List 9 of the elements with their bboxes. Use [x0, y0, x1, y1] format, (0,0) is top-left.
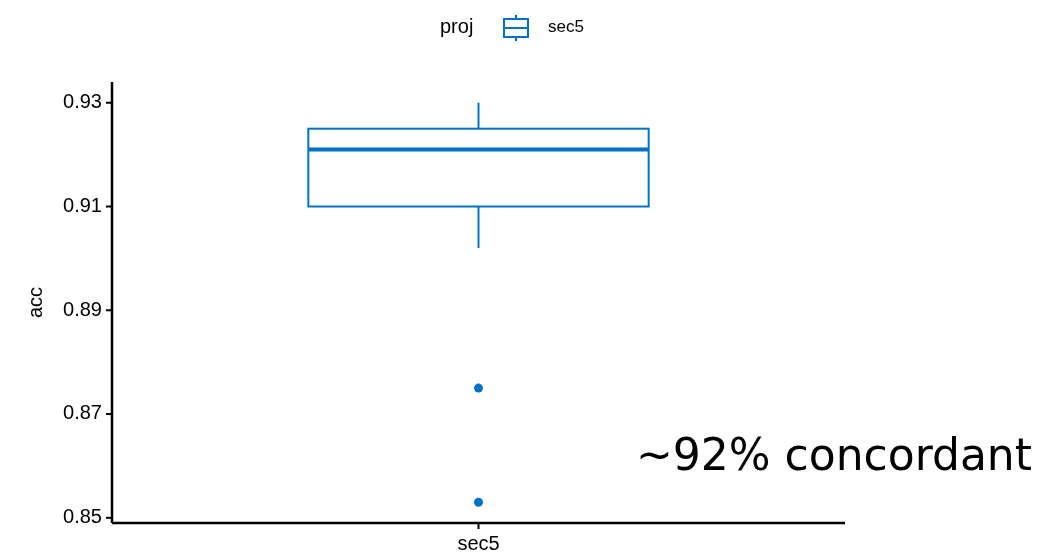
annotation: ~92% concordant: [635, 429, 1032, 480]
y-tick-label: 0.91: [63, 193, 102, 216]
y-axis-title: acc: [24, 286, 46, 319]
y-tick-label: 0.89: [63, 297, 102, 320]
legend-title: proj: [440, 15, 474, 38]
y-tick-label: 0.87: [63, 401, 102, 424]
legend-label: sec5: [548, 17, 584, 37]
y-tick-label: 0.85: [63, 505, 102, 528]
y-tick-label: 0.93: [63, 90, 102, 113]
